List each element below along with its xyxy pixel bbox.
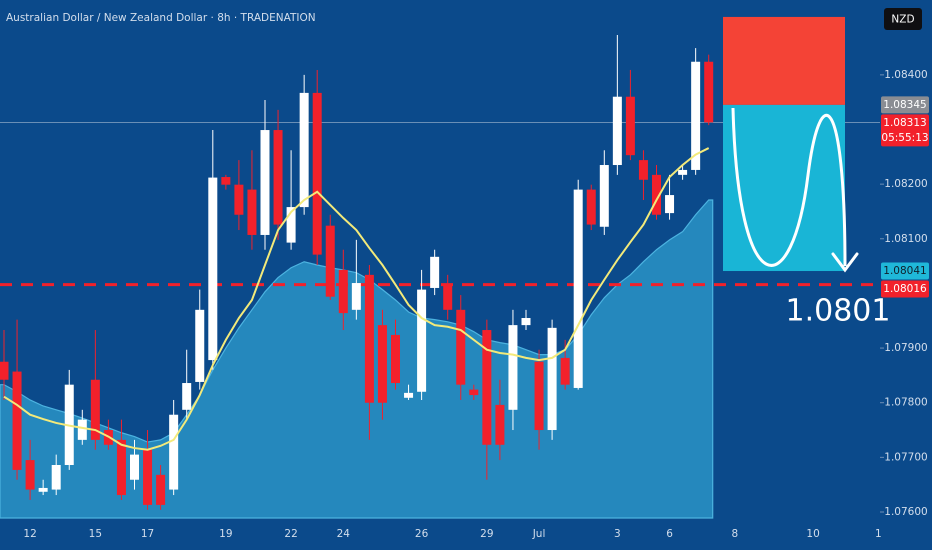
candle-body xyxy=(77,419,87,440)
candle-body xyxy=(182,383,192,410)
y-tick-label: 1.08200 xyxy=(884,178,927,190)
candle-body xyxy=(469,389,479,396)
target-zone xyxy=(723,104,845,272)
y-tick-label: 1.08100 xyxy=(884,233,927,245)
candle-body xyxy=(116,439,126,496)
candle-body xyxy=(156,474,166,505)
candle-body xyxy=(691,61,701,170)
y-tick-label: 1.07600 xyxy=(884,506,927,518)
candle-body xyxy=(652,174,661,215)
y-tick-label: 1.07800 xyxy=(884,397,927,409)
x-tick-label: 12 xyxy=(23,528,36,540)
candle-body xyxy=(586,189,596,225)
currency-label[interactable]: NZD xyxy=(891,14,914,26)
candle-body xyxy=(234,184,244,215)
candle-body xyxy=(195,309,205,382)
candle-body xyxy=(25,460,35,490)
candle-body xyxy=(404,392,414,398)
candle-body xyxy=(377,325,387,403)
candle-body xyxy=(391,334,400,384)
x-tick-label: 1 xyxy=(875,528,882,540)
candle-body xyxy=(338,269,348,314)
candle-body xyxy=(678,169,688,175)
candle-body xyxy=(130,454,139,480)
candle-body xyxy=(286,207,296,243)
x-tick-label: Jul xyxy=(532,528,546,540)
projection-arrow xyxy=(831,252,859,273)
candle-body xyxy=(90,379,100,440)
price-label: 1.08041 xyxy=(883,265,926,277)
y-tick-label: 1.08400 xyxy=(884,69,927,81)
candle-body xyxy=(430,256,440,288)
candle-body xyxy=(665,195,675,214)
candle-body xyxy=(364,274,374,403)
price-label-box xyxy=(881,96,929,114)
candle-body xyxy=(417,289,427,392)
countdown-label: 05:55:13 xyxy=(881,132,928,144)
candle-body xyxy=(521,318,531,326)
price-label: 1.08313 xyxy=(883,117,926,129)
candle-body xyxy=(547,327,557,431)
candle-body xyxy=(599,165,609,227)
candle-body xyxy=(143,449,153,505)
price-label-box xyxy=(881,262,929,280)
candle-body xyxy=(495,404,505,445)
candle-body xyxy=(273,130,283,225)
candle-body xyxy=(625,96,635,156)
x-tick-label: 8 xyxy=(731,528,738,540)
candle-body xyxy=(0,361,9,380)
candle-body xyxy=(482,330,492,445)
x-tick-label: 19 xyxy=(219,528,232,540)
candle-body xyxy=(351,283,361,310)
x-tick-label: 29 xyxy=(480,528,493,540)
chart-title: Australian Dollar / New Zealand Dollar ·… xyxy=(6,12,316,24)
currency-button[interactable] xyxy=(884,8,922,30)
x-tick-label: 26 xyxy=(415,528,429,540)
plot: 1.08400 1.08200 1.08100 1.07900 1.07800 1.077… xyxy=(0,16,928,540)
candle-body xyxy=(325,225,335,297)
stop-zone xyxy=(723,16,845,105)
candle-body xyxy=(312,92,322,255)
projection-curve xyxy=(731,107,847,267)
band-area xyxy=(0,199,714,519)
x-tick-label: 24 xyxy=(337,528,351,540)
candle-body xyxy=(12,371,22,470)
candle-body xyxy=(169,414,179,490)
candle-body xyxy=(612,96,622,166)
x-tick-label: 17 xyxy=(141,528,154,540)
x-tick-label: 3 xyxy=(614,528,621,540)
candle-body xyxy=(208,177,218,361)
candle-body xyxy=(573,189,583,388)
price-label-box xyxy=(881,280,929,298)
candle-body xyxy=(299,92,309,208)
candle-body xyxy=(534,361,544,431)
candle-body xyxy=(38,487,48,492)
candle-body xyxy=(560,357,570,385)
candle-body xyxy=(221,177,231,185)
x-tick-label: 22 xyxy=(284,528,297,540)
x-tick-label: 10 xyxy=(806,528,819,540)
candle-body xyxy=(51,464,61,490)
candle-body xyxy=(638,160,648,180)
target-label: 1.0801 xyxy=(786,294,891,329)
candle-body xyxy=(260,130,270,235)
y-tick-label: 1.07900 xyxy=(884,342,927,354)
moving-average xyxy=(3,147,710,451)
candle-body xyxy=(443,284,453,310)
x-tick-label: 6 xyxy=(666,528,673,540)
candle-body xyxy=(704,61,714,123)
y-tick-label: 1.07700 xyxy=(884,451,927,463)
price-label-box xyxy=(881,114,929,147)
candle-body xyxy=(508,325,518,410)
price-label: 1.08016 xyxy=(883,283,927,295)
x-tick-label: 15 xyxy=(89,528,102,540)
price-label: 1.08345 xyxy=(883,99,926,111)
candle-body xyxy=(247,189,257,235)
candle-body xyxy=(456,309,466,385)
